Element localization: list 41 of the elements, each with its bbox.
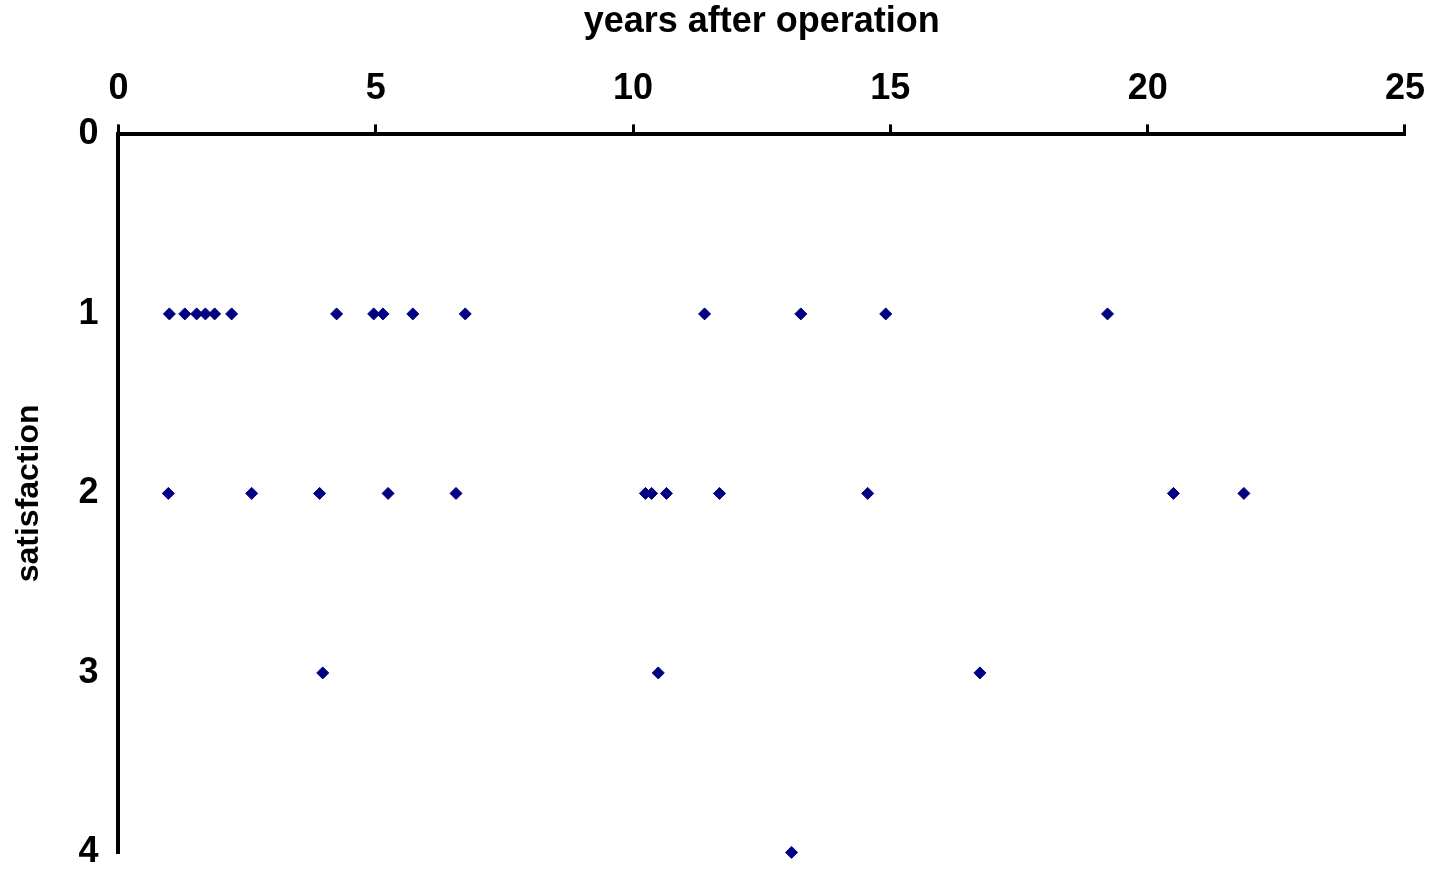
y-axis-title: satisfaction <box>9 404 46 583</box>
point <box>785 845 799 859</box>
point <box>1166 486 1180 500</box>
point <box>713 486 726 500</box>
point <box>225 307 239 321</box>
point <box>660 486 673 500</box>
point <box>973 666 987 680</box>
x-tick-label: 15 <box>870 65 911 107</box>
y-tick-label: 0 <box>78 111 99 153</box>
point <box>198 307 212 321</box>
point <box>161 486 175 500</box>
point <box>178 307 192 321</box>
point <box>651 666 665 680</box>
point <box>208 307 222 321</box>
point <box>406 307 420 321</box>
point <box>879 307 893 321</box>
point <box>794 307 808 321</box>
y-tick-label: 3 <box>78 649 99 691</box>
point <box>330 307 344 321</box>
x-axis-title: years after operation <box>583 0 940 40</box>
point <box>698 307 712 321</box>
point <box>245 486 259 500</box>
x-tick-label: 20 <box>1127 65 1168 107</box>
point <box>316 666 330 680</box>
y-tick-label: 4 <box>78 829 99 871</box>
point <box>449 486 463 500</box>
y-tick-label: 1 <box>78 290 99 332</box>
point <box>162 307 176 321</box>
x-tick-label: 10 <box>613 65 654 107</box>
point <box>381 486 395 500</box>
point <box>367 307 381 321</box>
point <box>458 307 472 321</box>
x-tick-label: 25 <box>1384 65 1425 107</box>
point <box>376 307 390 321</box>
x-tick-label: 0 <box>108 65 129 107</box>
x-tick-label: 5 <box>365 65 386 107</box>
point <box>1237 486 1251 500</box>
point <box>313 486 327 500</box>
point <box>861 486 875 500</box>
point <box>1101 307 1115 321</box>
y-tick-label: 2 <box>78 470 99 512</box>
